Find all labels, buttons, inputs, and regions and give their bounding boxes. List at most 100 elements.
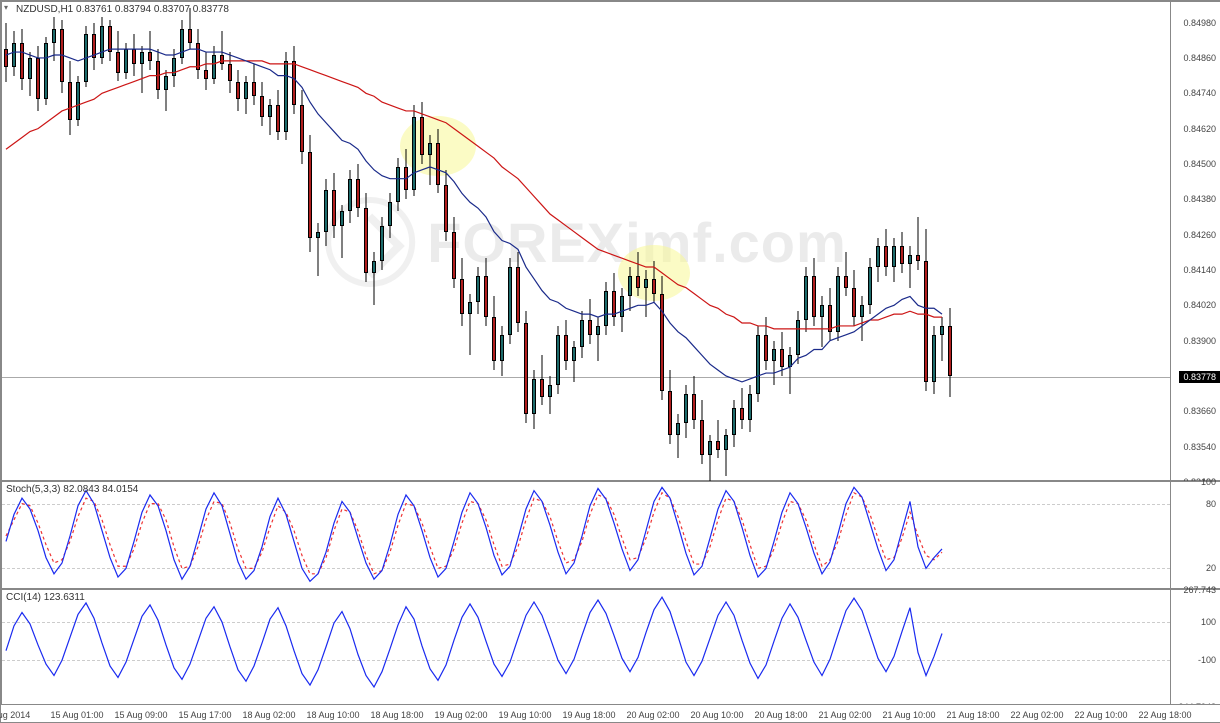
x-axis-label: 19 Aug 02:00 xyxy=(434,710,487,720)
x-axis-label: 20 Aug 18:00 xyxy=(754,710,807,720)
x-axis: 14 Aug 201415 Aug 01:0015 Aug 09:0015 Au… xyxy=(1,704,1220,722)
x-axis-label: 22 Aug 02:00 xyxy=(1010,710,1063,720)
candle xyxy=(556,2,561,482)
candle xyxy=(700,2,705,482)
candle xyxy=(580,2,585,482)
x-axis-label: 20 Aug 02:00 xyxy=(626,710,679,720)
candle xyxy=(484,2,489,482)
price-chart-area[interactable]: FOREXimf.com xyxy=(2,2,1170,482)
chart-container: ▾ NZDUSD,H1 0.83761 0.83794 0.83707 0.83… xyxy=(0,0,1220,723)
stoch-chart-area[interactable] xyxy=(2,482,1170,590)
candle xyxy=(612,2,617,482)
candle xyxy=(468,2,473,482)
candle xyxy=(308,2,313,482)
indicator-line xyxy=(2,2,1170,482)
candle xyxy=(164,2,169,482)
candle xyxy=(228,2,233,482)
candle xyxy=(340,2,345,482)
candle xyxy=(20,2,25,482)
cci-chart-area[interactable] xyxy=(2,590,1170,707)
candle xyxy=(476,2,481,482)
current-price-tag: 0.83778 xyxy=(1179,371,1220,383)
candle xyxy=(628,2,633,482)
stoch-panel[interactable]: Stoch(5,3,3) 82.0843 84.0154 10080200 xyxy=(1,481,1220,589)
candle xyxy=(284,2,289,482)
candle xyxy=(652,2,657,482)
price-y-label: 0.83540 xyxy=(1183,442,1216,452)
candle xyxy=(356,2,361,482)
candle xyxy=(68,2,73,482)
current-price-line xyxy=(2,377,1170,378)
candle xyxy=(828,2,833,482)
price-y-label: 0.84980 xyxy=(1183,18,1216,28)
candle xyxy=(564,2,569,482)
candle xyxy=(876,2,881,482)
candle xyxy=(148,2,153,482)
candle xyxy=(860,2,865,482)
candle xyxy=(364,2,369,482)
candle xyxy=(636,2,641,482)
price-y-label: 0.84500 xyxy=(1183,159,1216,169)
candle xyxy=(716,2,721,482)
stoch-header: Stoch(5,3,3) 82.0843 84.0154 xyxy=(6,484,138,495)
candle xyxy=(404,2,409,482)
price-panel[interactable]: ▾ NZDUSD,H1 0.83761 0.83794 0.83707 0.83… xyxy=(1,1,1220,481)
cci-header: CCI(14) 123.6311 xyxy=(6,592,85,603)
candle xyxy=(60,2,65,482)
indicator-line xyxy=(2,482,1170,590)
candle xyxy=(492,2,497,482)
candle xyxy=(324,2,329,482)
candle xyxy=(428,2,433,482)
cci-level-line xyxy=(2,660,1170,661)
candle xyxy=(916,2,921,482)
candle xyxy=(196,2,201,482)
candle xyxy=(844,2,849,482)
candle xyxy=(692,2,697,482)
candle xyxy=(220,2,225,482)
candle xyxy=(92,2,97,482)
candle xyxy=(372,2,377,482)
candle xyxy=(884,2,889,482)
candle xyxy=(772,2,777,482)
indicator-line xyxy=(2,590,1170,707)
candle xyxy=(676,2,681,482)
candle xyxy=(588,2,593,482)
expand-icon[interactable]: ▾ xyxy=(1,4,11,14)
candle xyxy=(12,2,17,482)
candle xyxy=(748,2,753,482)
price-header: NZDUSD,H1 0.83761 0.83794 0.83707 0.8377… xyxy=(16,4,229,15)
candle xyxy=(524,2,529,482)
candle xyxy=(380,2,385,482)
candle xyxy=(812,2,817,482)
candle xyxy=(84,2,89,482)
cci-panel[interactable]: CCI(14) 123.6311 267.743100-100-344.7948 xyxy=(1,589,1220,706)
price-y-label: 0.84380 xyxy=(1183,194,1216,204)
x-axis-label: 19 Aug 18:00 xyxy=(562,710,615,720)
candle xyxy=(124,2,129,482)
candle xyxy=(236,2,241,482)
candle xyxy=(572,2,577,482)
candle xyxy=(804,2,809,482)
x-axis-label: 18 Aug 02:00 xyxy=(242,710,295,720)
indicator-line xyxy=(2,2,1170,482)
x-axis-label: 18 Aug 18:00 xyxy=(370,710,423,720)
x-axis-label: 20 Aug 10:00 xyxy=(690,710,743,720)
x-axis-label: 21 Aug 10:00 xyxy=(882,710,935,720)
candle xyxy=(500,2,505,482)
x-axis-label: 14 Aug 2014 xyxy=(0,710,30,720)
x-axis-label: 18 Aug 10:00 xyxy=(306,710,359,720)
candle xyxy=(28,2,33,482)
stoch-level-line xyxy=(2,504,1170,505)
candle xyxy=(116,2,121,482)
candle xyxy=(260,2,265,482)
price-y-label: 0.84020 xyxy=(1183,300,1216,310)
candle xyxy=(900,2,905,482)
candle xyxy=(108,2,113,482)
candle xyxy=(924,2,929,482)
candle xyxy=(796,2,801,482)
candle xyxy=(452,2,457,482)
price-y-axis: 0.849800.848600.847400.846200.845000.843… xyxy=(1170,2,1220,480)
candle xyxy=(932,2,937,482)
candle xyxy=(724,2,729,482)
x-axis-label: 22 Aug 10:00 xyxy=(1074,710,1127,720)
